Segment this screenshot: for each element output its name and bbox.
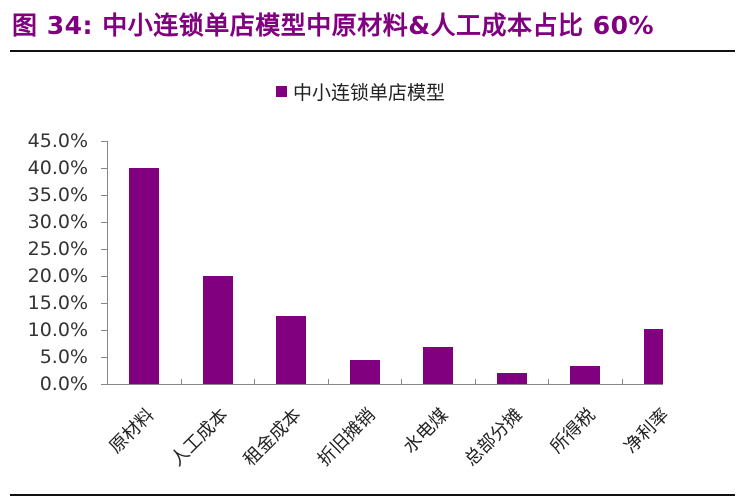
x-tick-label: 所得税: [546, 404, 600, 458]
y-tick-label: 10.0%: [27, 319, 88, 341]
bar-租金成本: [276, 315, 306, 384]
y-tick-label: 30.0%: [27, 211, 88, 233]
chart-legend: 中小连锁单店模型: [276, 78, 445, 105]
y-axis-line: [107, 141, 108, 385]
x-tick-mark: [181, 379, 182, 384]
x-tick-label: 人工成本: [166, 404, 232, 471]
x-tick-label: 总部分摊: [460, 404, 526, 471]
x-tick-label: 原材料: [105, 404, 159, 458]
x-tick-label: 水电煤: [399, 404, 453, 458]
bar-所得税: [570, 366, 600, 384]
x-tick-mark: [254, 379, 255, 384]
figure-title: 图 34: 中小连锁单店模型中原材料&人工成本占比 60%: [12, 11, 655, 40]
y-tick-label: 45.0%: [27, 130, 88, 152]
y-tick-label: 5.0%: [39, 346, 88, 368]
y-tick-label: 15.0%: [27, 292, 88, 314]
y-tick-label: 35.0%: [27, 184, 88, 206]
x-tick-label: 折旧摊销: [313, 404, 379, 471]
y-tick-label: 40.0%: [27, 157, 88, 179]
y-tick-mark: [101, 195, 107, 196]
y-tick-mark: [101, 141, 107, 142]
plot-area: [107, 141, 663, 384]
legend-swatch: [276, 86, 287, 97]
y-tick-mark: [101, 168, 107, 169]
x-tick-mark: [548, 379, 549, 384]
legend-label: 中小连锁单店模型: [293, 82, 446, 104]
y-tick-label: 25.0%: [27, 238, 88, 260]
x-tick-mark: [475, 379, 476, 384]
y-tick-mark: [101, 249, 107, 250]
x-tick-label: 租金成本: [239, 404, 306, 471]
y-tick-mark: [101, 384, 107, 385]
bottom-divider: [10, 494, 735, 496]
bar-人工成本: [202, 276, 233, 384]
y-axis-labels: 45.0% 40.0% 35.0% 30.0% 25.0% 20.0% 15.0% 10.0%…: [0, 0, 88, 497]
x-tick-label: 净利率: [619, 404, 673, 458]
y-tick-label: 20.0%: [27, 265, 88, 287]
bar-原材料: [129, 168, 159, 384]
bar-净利率: [643, 328, 663, 384]
y-tick-mark: [101, 330, 107, 331]
y-tick-mark: [101, 276, 107, 277]
bar-水电煤: [423, 346, 453, 384]
y-tick-label: 0.0%: [39, 373, 88, 395]
bar-总部分摊: [496, 373, 527, 384]
x-axis-line: [107, 384, 663, 385]
y-tick-mark: [101, 303, 107, 304]
bar-折旧摊销: [349, 360, 380, 384]
title-divider: [10, 50, 735, 52]
x-tick-mark: [328, 379, 329, 384]
x-tick-mark: [401, 379, 402, 384]
y-tick-mark: [101, 222, 107, 223]
x-tick-mark: [622, 379, 623, 384]
y-tick-mark: [101, 357, 107, 358]
